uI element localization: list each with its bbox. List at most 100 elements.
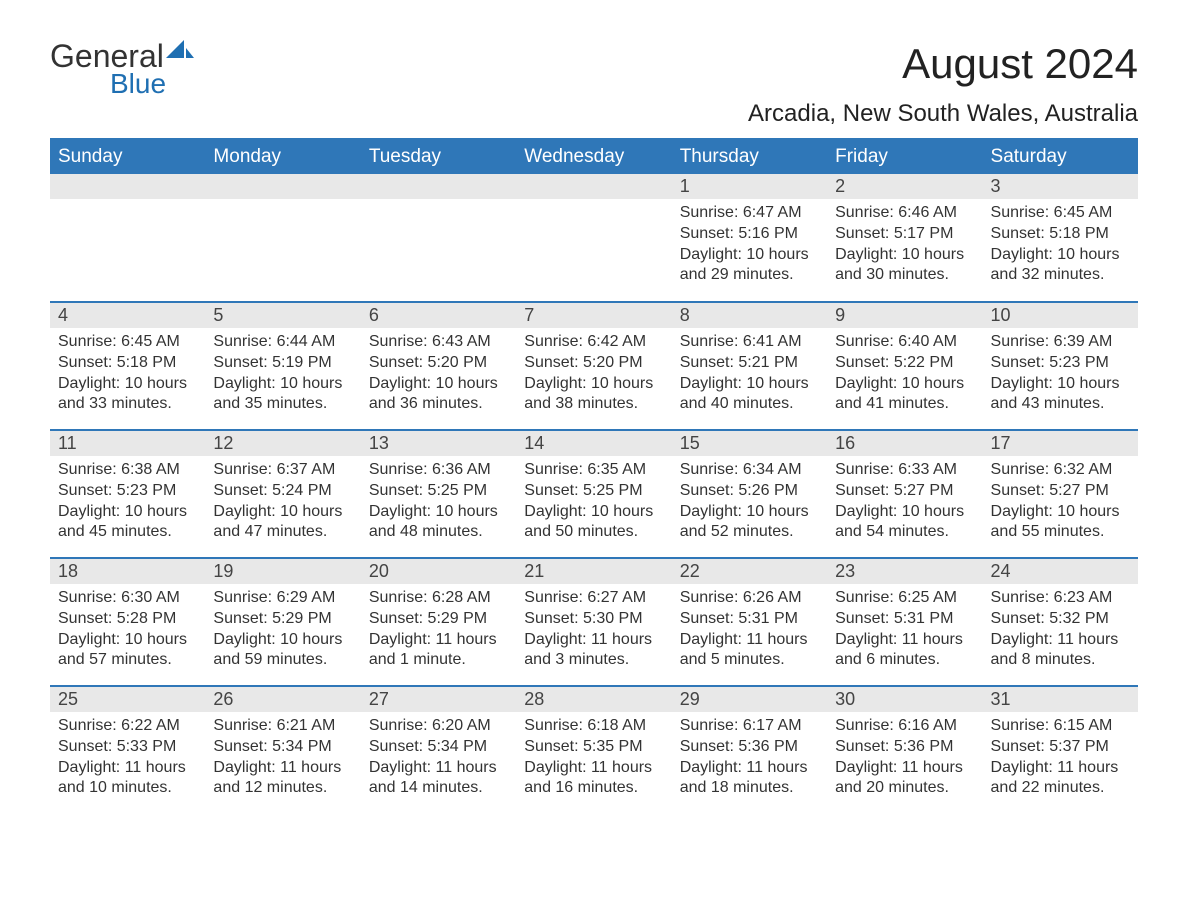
sunset-text: Sunset: 5:30 PM bbox=[524, 609, 663, 630]
sunset-text: Sunset: 5:27 PM bbox=[991, 481, 1130, 502]
calendar-day-cell: 13Sunrise: 6:36 AMSunset: 5:25 PMDayligh… bbox=[361, 430, 516, 558]
sunset-text: Sunset: 5:36 PM bbox=[835, 737, 974, 758]
day-detail: Sunrise: 6:36 AMSunset: 5:25 PMDaylight:… bbox=[361, 456, 516, 551]
sunrise-text: Sunrise: 6:18 AM bbox=[524, 716, 663, 737]
day-detail: Sunrise: 6:37 AMSunset: 5:24 PMDaylight:… bbox=[205, 456, 360, 551]
sunrise-text: Sunrise: 6:27 AM bbox=[524, 588, 663, 609]
day-number: 29 bbox=[672, 687, 827, 712]
daylight-text: Daylight: 10 hours and 48 minutes. bbox=[369, 502, 508, 544]
sunset-text: Sunset: 5:33 PM bbox=[58, 737, 197, 758]
sunrise-text: Sunrise: 6:40 AM bbox=[835, 332, 974, 353]
sunset-text: Sunset: 5:27 PM bbox=[835, 481, 974, 502]
daylight-text: Daylight: 11 hours and 1 minute. bbox=[369, 630, 508, 672]
sunset-text: Sunset: 5:31 PM bbox=[835, 609, 974, 630]
day-detail: Sunrise: 6:18 AMSunset: 5:35 PMDaylight:… bbox=[516, 712, 671, 807]
sunrise-text: Sunrise: 6:38 AM bbox=[58, 460, 197, 481]
calendar-day-cell: 22Sunrise: 6:26 AMSunset: 5:31 PMDayligh… bbox=[672, 558, 827, 686]
sunset-text: Sunset: 5:23 PM bbox=[58, 481, 197, 502]
calendar-day-cell bbox=[361, 174, 516, 302]
day-number: 7 bbox=[516, 303, 671, 328]
day-detail: Sunrise: 6:30 AMSunset: 5:28 PMDaylight:… bbox=[50, 584, 205, 679]
calendar-day-cell: 23Sunrise: 6:25 AMSunset: 5:31 PMDayligh… bbox=[827, 558, 982, 686]
calendar-day-cell: 6Sunrise: 6:43 AMSunset: 5:20 PMDaylight… bbox=[361, 302, 516, 430]
calendar-day-cell: 28Sunrise: 6:18 AMSunset: 5:35 PMDayligh… bbox=[516, 686, 671, 814]
day-number-empty bbox=[50, 174, 205, 199]
calendar-day-cell: 15Sunrise: 6:34 AMSunset: 5:26 PMDayligh… bbox=[672, 430, 827, 558]
day-detail: Sunrise: 6:45 AMSunset: 5:18 PMDaylight:… bbox=[50, 328, 205, 423]
calendar-table: Sunday Monday Tuesday Wednesday Thursday… bbox=[50, 138, 1138, 814]
daylight-text: Daylight: 10 hours and 41 minutes. bbox=[835, 374, 974, 416]
weekday-header: Tuesday bbox=[361, 139, 516, 174]
weekday-header: Monday bbox=[205, 139, 360, 174]
day-number: 22 bbox=[672, 559, 827, 584]
calendar-day-cell: 11Sunrise: 6:38 AMSunset: 5:23 PMDayligh… bbox=[50, 430, 205, 558]
sunrise-text: Sunrise: 6:28 AM bbox=[369, 588, 508, 609]
day-detail: Sunrise: 6:26 AMSunset: 5:31 PMDaylight:… bbox=[672, 584, 827, 679]
day-number: 10 bbox=[983, 303, 1138, 328]
daylight-text: Daylight: 10 hours and 40 minutes. bbox=[680, 374, 819, 416]
day-detail: Sunrise: 6:40 AMSunset: 5:22 PMDaylight:… bbox=[827, 328, 982, 423]
calendar-day-cell: 10Sunrise: 6:39 AMSunset: 5:23 PMDayligh… bbox=[983, 302, 1138, 430]
day-detail: Sunrise: 6:15 AMSunset: 5:37 PMDaylight:… bbox=[983, 712, 1138, 807]
calendar-day-cell: 31Sunrise: 6:15 AMSunset: 5:37 PMDayligh… bbox=[983, 686, 1138, 814]
calendar-week-row: 4Sunrise: 6:45 AMSunset: 5:18 PMDaylight… bbox=[50, 302, 1138, 430]
day-detail: Sunrise: 6:45 AMSunset: 5:18 PMDaylight:… bbox=[983, 199, 1138, 294]
sunrise-text: Sunrise: 6:37 AM bbox=[213, 460, 352, 481]
day-number: 24 bbox=[983, 559, 1138, 584]
calendar-day-cell: 30Sunrise: 6:16 AMSunset: 5:36 PMDayligh… bbox=[827, 686, 982, 814]
sunset-text: Sunset: 5:23 PM bbox=[991, 353, 1130, 374]
calendar-day-cell: 14Sunrise: 6:35 AMSunset: 5:25 PMDayligh… bbox=[516, 430, 671, 558]
sunset-text: Sunset: 5:22 PM bbox=[835, 353, 974, 374]
day-detail: Sunrise: 6:20 AMSunset: 5:34 PMDaylight:… bbox=[361, 712, 516, 807]
calendar-week-row: 1Sunrise: 6:47 AMSunset: 5:16 PMDaylight… bbox=[50, 174, 1138, 302]
sunset-text: Sunset: 5:29 PM bbox=[369, 609, 508, 630]
day-number: 17 bbox=[983, 431, 1138, 456]
day-detail: Sunrise: 6:43 AMSunset: 5:20 PMDaylight:… bbox=[361, 328, 516, 423]
day-detail: Sunrise: 6:25 AMSunset: 5:31 PMDaylight:… bbox=[827, 584, 982, 679]
sunset-text: Sunset: 5:35 PM bbox=[524, 737, 663, 758]
daylight-text: Daylight: 10 hours and 30 minutes. bbox=[835, 245, 974, 287]
sunset-text: Sunset: 5:18 PM bbox=[991, 224, 1130, 245]
calendar-day-cell: 9Sunrise: 6:40 AMSunset: 5:22 PMDaylight… bbox=[827, 302, 982, 430]
sunrise-text: Sunrise: 6:25 AM bbox=[835, 588, 974, 609]
daylight-text: Daylight: 11 hours and 10 minutes. bbox=[58, 758, 197, 800]
sunrise-text: Sunrise: 6:34 AM bbox=[680, 460, 819, 481]
day-number: 27 bbox=[361, 687, 516, 712]
day-number: 30 bbox=[827, 687, 982, 712]
calendar-day-cell bbox=[205, 174, 360, 302]
daylight-text: Daylight: 10 hours and 59 minutes. bbox=[213, 630, 352, 672]
sunrise-text: Sunrise: 6:15 AM bbox=[991, 716, 1130, 737]
calendar-day-cell: 5Sunrise: 6:44 AMSunset: 5:19 PMDaylight… bbox=[205, 302, 360, 430]
calendar-day-cell: 12Sunrise: 6:37 AMSunset: 5:24 PMDayligh… bbox=[205, 430, 360, 558]
sunset-text: Sunset: 5:36 PM bbox=[680, 737, 819, 758]
sunset-text: Sunset: 5:32 PM bbox=[991, 609, 1130, 630]
calendar-day-cell bbox=[516, 174, 671, 302]
day-detail: Sunrise: 6:32 AMSunset: 5:27 PMDaylight:… bbox=[983, 456, 1138, 551]
day-number: 2 bbox=[827, 174, 982, 199]
sunrise-text: Sunrise: 6:30 AM bbox=[58, 588, 197, 609]
calendar-day-cell: 29Sunrise: 6:17 AMSunset: 5:36 PMDayligh… bbox=[672, 686, 827, 814]
daylight-text: Daylight: 11 hours and 18 minutes. bbox=[680, 758, 819, 800]
day-number: 1 bbox=[672, 174, 827, 199]
sunset-text: Sunset: 5:20 PM bbox=[369, 353, 508, 374]
day-number: 20 bbox=[361, 559, 516, 584]
calendar-day-cell: 7Sunrise: 6:42 AMSunset: 5:20 PMDaylight… bbox=[516, 302, 671, 430]
sunrise-text: Sunrise: 6:23 AM bbox=[991, 588, 1130, 609]
calendar-week-row: 11Sunrise: 6:38 AMSunset: 5:23 PMDayligh… bbox=[50, 430, 1138, 558]
calendar-day-cell: 2Sunrise: 6:46 AMSunset: 5:17 PMDaylight… bbox=[827, 174, 982, 302]
day-number: 25 bbox=[50, 687, 205, 712]
day-detail: Sunrise: 6:38 AMSunset: 5:23 PMDaylight:… bbox=[50, 456, 205, 551]
day-number: 14 bbox=[516, 431, 671, 456]
daylight-text: Daylight: 10 hours and 47 minutes. bbox=[213, 502, 352, 544]
daylight-text: Daylight: 10 hours and 36 minutes. bbox=[369, 374, 508, 416]
calendar-day-cell: 21Sunrise: 6:27 AMSunset: 5:30 PMDayligh… bbox=[516, 558, 671, 686]
day-number: 16 bbox=[827, 431, 982, 456]
day-detail: Sunrise: 6:17 AMSunset: 5:36 PMDaylight:… bbox=[672, 712, 827, 807]
day-number: 31 bbox=[983, 687, 1138, 712]
calendar-day-cell: 27Sunrise: 6:20 AMSunset: 5:34 PMDayligh… bbox=[361, 686, 516, 814]
calendar-day-cell: 24Sunrise: 6:23 AMSunset: 5:32 PMDayligh… bbox=[983, 558, 1138, 686]
daylight-text: Daylight: 11 hours and 5 minutes. bbox=[680, 630, 819, 672]
location-text: Arcadia, New South Wales, Australia bbox=[748, 100, 1138, 128]
daylight-text: Daylight: 10 hours and 43 minutes. bbox=[991, 374, 1130, 416]
day-number: 12 bbox=[205, 431, 360, 456]
